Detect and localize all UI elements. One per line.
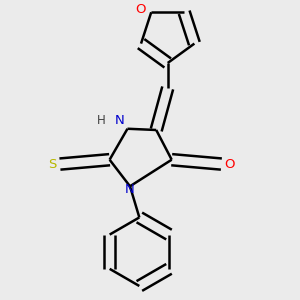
Text: O: O <box>135 3 146 16</box>
Text: N: N <box>125 183 135 196</box>
Text: N: N <box>115 115 124 128</box>
Text: S: S <box>48 158 56 171</box>
Text: H: H <box>97 115 105 128</box>
Text: O: O <box>224 158 234 171</box>
